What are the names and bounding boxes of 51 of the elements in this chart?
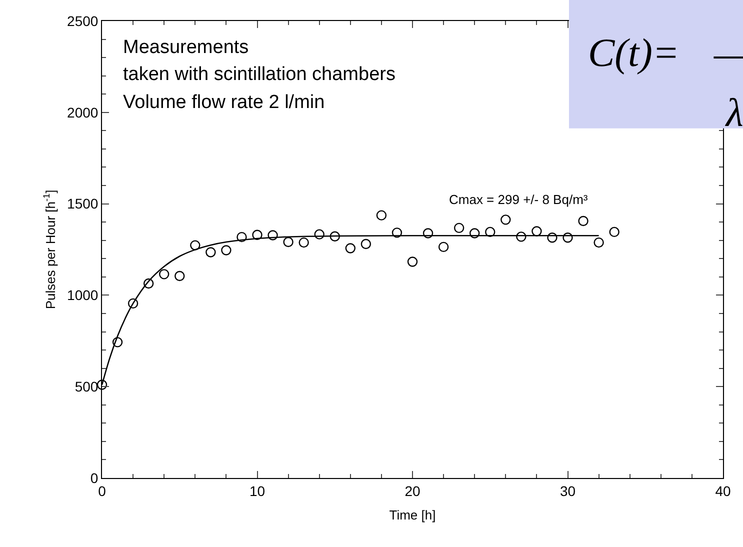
y-tick-label: 2500 xyxy=(67,12,98,29)
point xyxy=(174,270,185,282)
point xyxy=(190,240,200,250)
point xyxy=(330,231,340,242)
point xyxy=(345,243,356,254)
y-tick-label: 2000 xyxy=(67,104,98,120)
point xyxy=(298,237,309,248)
point xyxy=(112,337,123,348)
point xyxy=(268,230,278,240)
point xyxy=(485,226,496,238)
point xyxy=(206,247,216,258)
point xyxy=(159,269,170,280)
point xyxy=(221,245,232,256)
point xyxy=(500,214,511,225)
x-tick-label: 30 xyxy=(560,482,576,499)
annotation: Measurements xyxy=(123,37,249,58)
point xyxy=(532,226,542,236)
y-tick-label: 1000 xyxy=(67,287,98,304)
text: λ xyxy=(725,90,743,135)
point xyxy=(438,242,449,252)
point xyxy=(283,236,294,248)
x-axis-title: Time [h] xyxy=(389,507,436,522)
point xyxy=(128,298,138,309)
point xyxy=(609,226,620,238)
annotation: Cmax = 299 +/- 8 Bq/m³ xyxy=(449,192,588,207)
point xyxy=(422,228,434,238)
x-tick-label: 10 xyxy=(249,482,266,499)
point xyxy=(252,230,262,240)
y-tick-label: 500 xyxy=(74,378,98,394)
annotation: C(t)= xyxy=(588,30,680,75)
x-tick-label: 40 xyxy=(715,482,731,499)
point xyxy=(407,256,418,267)
point xyxy=(143,278,154,289)
point xyxy=(578,216,588,226)
x-tick-label: 20 xyxy=(404,482,420,499)
point xyxy=(547,232,558,243)
point xyxy=(516,232,526,242)
point xyxy=(470,228,480,238)
y-tick-label: 1500 xyxy=(67,196,98,212)
point xyxy=(454,222,464,234)
annotation: taken with scintillation chambers xyxy=(123,64,396,85)
point xyxy=(96,380,108,390)
point xyxy=(392,228,402,238)
y-tick-label: 0 xyxy=(90,470,98,486)
point xyxy=(562,232,573,243)
annotation: Volume flow rate 2 l/min xyxy=(123,92,325,113)
point xyxy=(594,237,604,248)
point xyxy=(314,229,324,240)
point xyxy=(236,232,247,242)
point xyxy=(360,238,372,250)
point xyxy=(376,210,387,220)
